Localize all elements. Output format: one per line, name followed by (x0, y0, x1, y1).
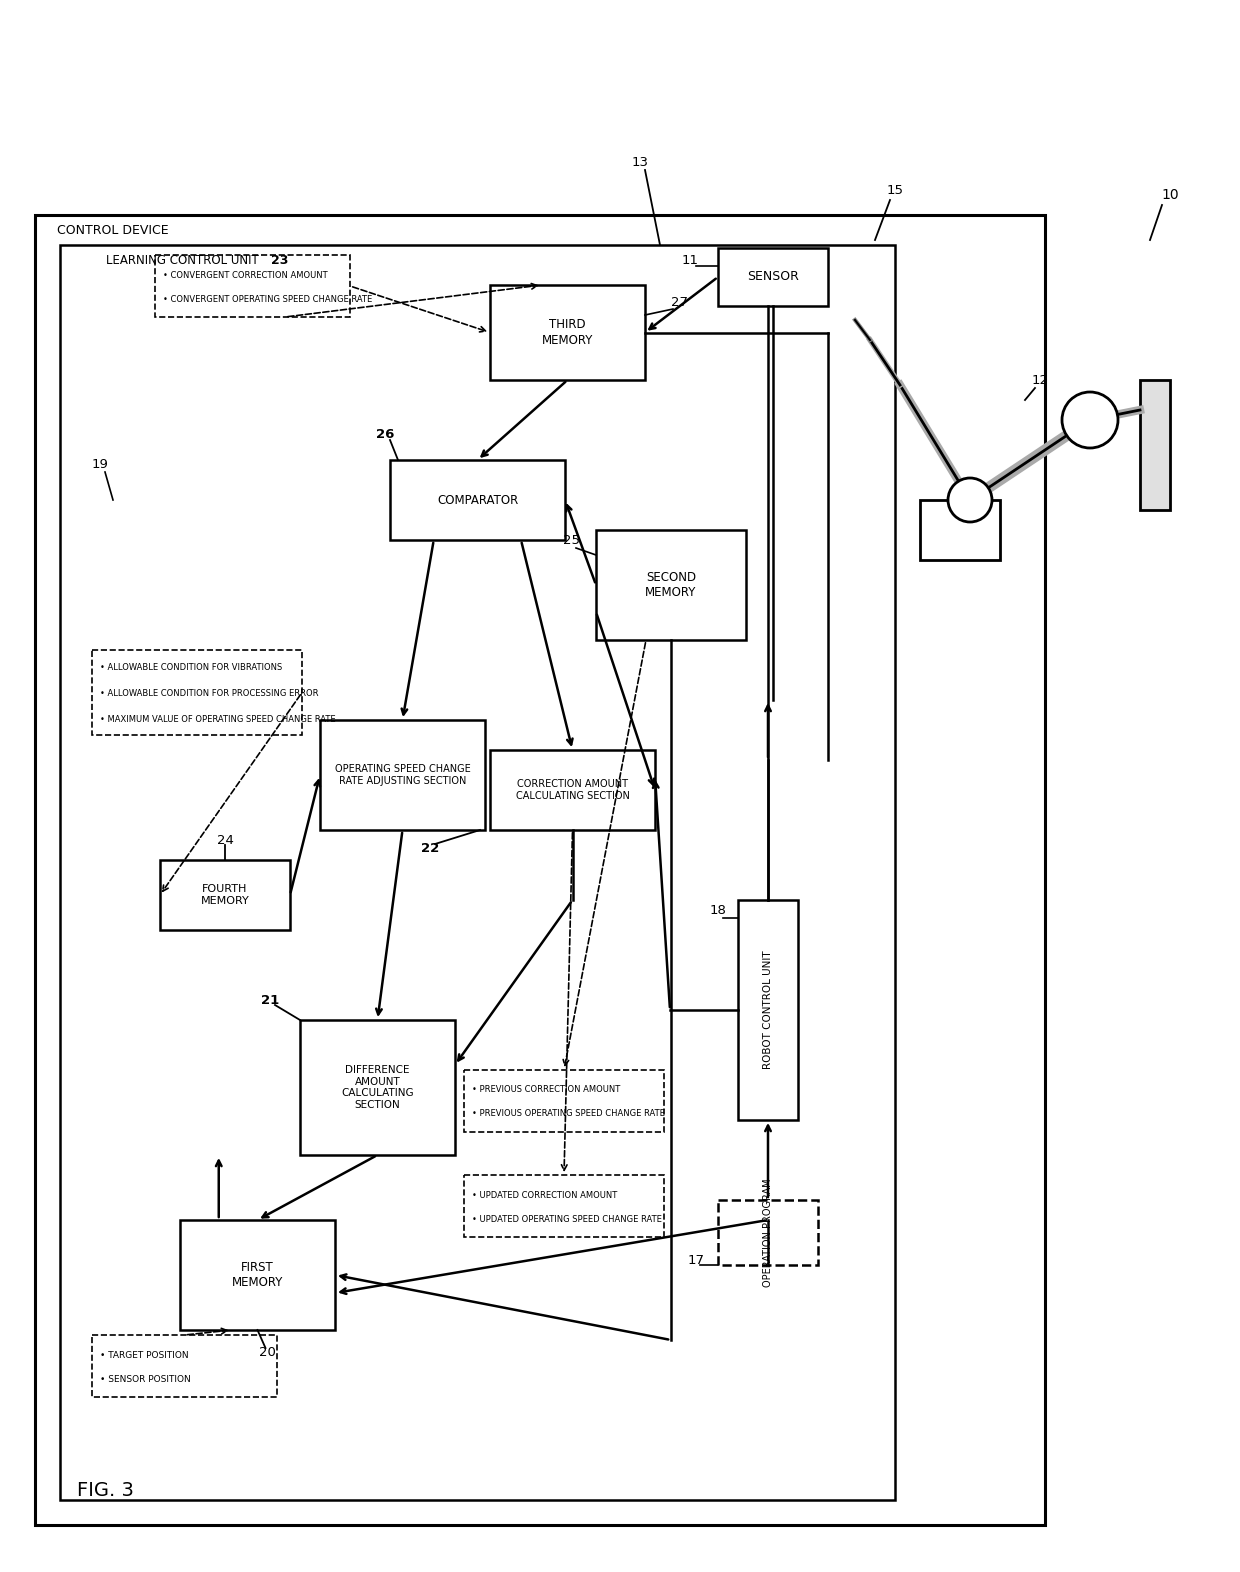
Bar (155, 255, 350, 318)
Bar (160, 860, 290, 931)
Bar (490, 750, 655, 830)
Text: 13: 13 (631, 156, 649, 168)
Text: 17: 17 (687, 1253, 704, 1267)
Text: SENSOR: SENSOR (746, 270, 799, 283)
Bar (300, 1020, 455, 1155)
Text: OPERATING SPEED CHANGE
RATE ADJUSTING SECTION: OPERATING SPEED CHANGE RATE ADJUSTING SE… (335, 764, 470, 786)
Text: 12: 12 (1032, 374, 1049, 387)
Text: DIFFERENCE
AMOUNT
CALCULATING
SECTION: DIFFERENCE AMOUNT CALCULATING SECTION (341, 1066, 414, 1110)
Text: FOURTH
MEMORY: FOURTH MEMORY (201, 883, 249, 905)
Bar (464, 1071, 663, 1132)
Text: 20: 20 (259, 1346, 277, 1358)
Circle shape (1061, 391, 1118, 448)
Text: 22: 22 (420, 841, 439, 855)
Bar (490, 285, 645, 380)
Text: 10: 10 (1161, 189, 1179, 201)
Text: • ALLOWABLE CONDITION FOR PROCESSING ERROR: • ALLOWABLE CONDITION FOR PROCESSING ERR… (100, 690, 319, 698)
Text: THIRD
MEMORY: THIRD MEMORY (542, 319, 593, 346)
Bar (920, 500, 999, 560)
Text: • PREVIOUS OPERATING SPEED CHANGE RATE: • PREVIOUS OPERATING SPEED CHANGE RATE (472, 1110, 665, 1119)
Text: • CONVERGENT CORRECTION AMOUNT: • CONVERGENT CORRECTION AMOUNT (162, 270, 327, 280)
Bar (1140, 380, 1171, 509)
Text: • CONVERGENT OPERATING SPEED CHANGE RATE: • CONVERGENT OPERATING SPEED CHANGE RATE (162, 294, 372, 303)
Text: SECOND
MEMORY: SECOND MEMORY (645, 571, 697, 599)
Text: 23: 23 (272, 255, 289, 267)
Text: • TARGET POSITION: • TARGET POSITION (100, 1350, 188, 1360)
Text: 27: 27 (672, 297, 688, 310)
Bar (464, 1174, 663, 1237)
Text: 24: 24 (217, 833, 233, 846)
Text: • ALLOWABLE CONDITION FOR VIBRATIONS: • ALLOWABLE CONDITION FOR VIBRATIONS (100, 663, 283, 673)
Text: 19: 19 (92, 459, 108, 472)
Text: 15: 15 (887, 184, 904, 196)
Text: 21: 21 (260, 994, 279, 1006)
Text: CONTROL DEVICE: CONTROL DEVICE (57, 225, 169, 237)
Circle shape (949, 478, 992, 522)
Text: • SENSOR POSITION: • SENSOR POSITION (100, 1374, 191, 1383)
Text: FIRST
MEMORY: FIRST MEMORY (232, 1261, 283, 1289)
Bar (92, 1335, 277, 1398)
Text: • MAXIMUM VALUE OF OPERATING SPEED CHANGE RATE: • MAXIMUM VALUE OF OPERATING SPEED CHANG… (100, 715, 336, 725)
Text: LEARNING CONTROL UNIT: LEARNING CONTROL UNIT (105, 255, 258, 267)
Text: 11: 11 (682, 253, 698, 267)
Bar (60, 245, 895, 1500)
Text: 25: 25 (563, 533, 579, 547)
Text: • UPDATED OPERATING SPEED CHANGE RATE: • UPDATED OPERATING SPEED CHANGE RATE (472, 1215, 662, 1223)
Text: COMPARATOR: COMPARATOR (436, 494, 518, 506)
Text: • UPDATED CORRECTION AMOUNT: • UPDATED CORRECTION AMOUNT (472, 1190, 618, 1199)
Bar (92, 649, 303, 736)
Text: 26: 26 (376, 429, 394, 442)
Text: CORRECTION AMOUNT
CALCULATING SECTION: CORRECTION AMOUNT CALCULATING SECTION (516, 780, 630, 800)
Text: • PREVIOUS CORRECTION AMOUNT: • PREVIOUS CORRECTION AMOUNT (472, 1086, 620, 1094)
Text: OPERATION PROGRAM: OPERATION PROGRAM (763, 1177, 773, 1287)
Bar (738, 901, 799, 1119)
Bar (596, 530, 746, 640)
Bar (180, 1220, 335, 1330)
Text: 18: 18 (709, 904, 727, 916)
Bar (391, 461, 565, 541)
Bar (320, 720, 485, 830)
Text: ROBOT CONTROL UNIT: ROBOT CONTROL UNIT (763, 951, 773, 1069)
Text: FIG. 3: FIG. 3 (77, 1481, 134, 1500)
Bar (718, 1199, 818, 1265)
Bar (35, 215, 1045, 1525)
Bar (718, 248, 828, 307)
